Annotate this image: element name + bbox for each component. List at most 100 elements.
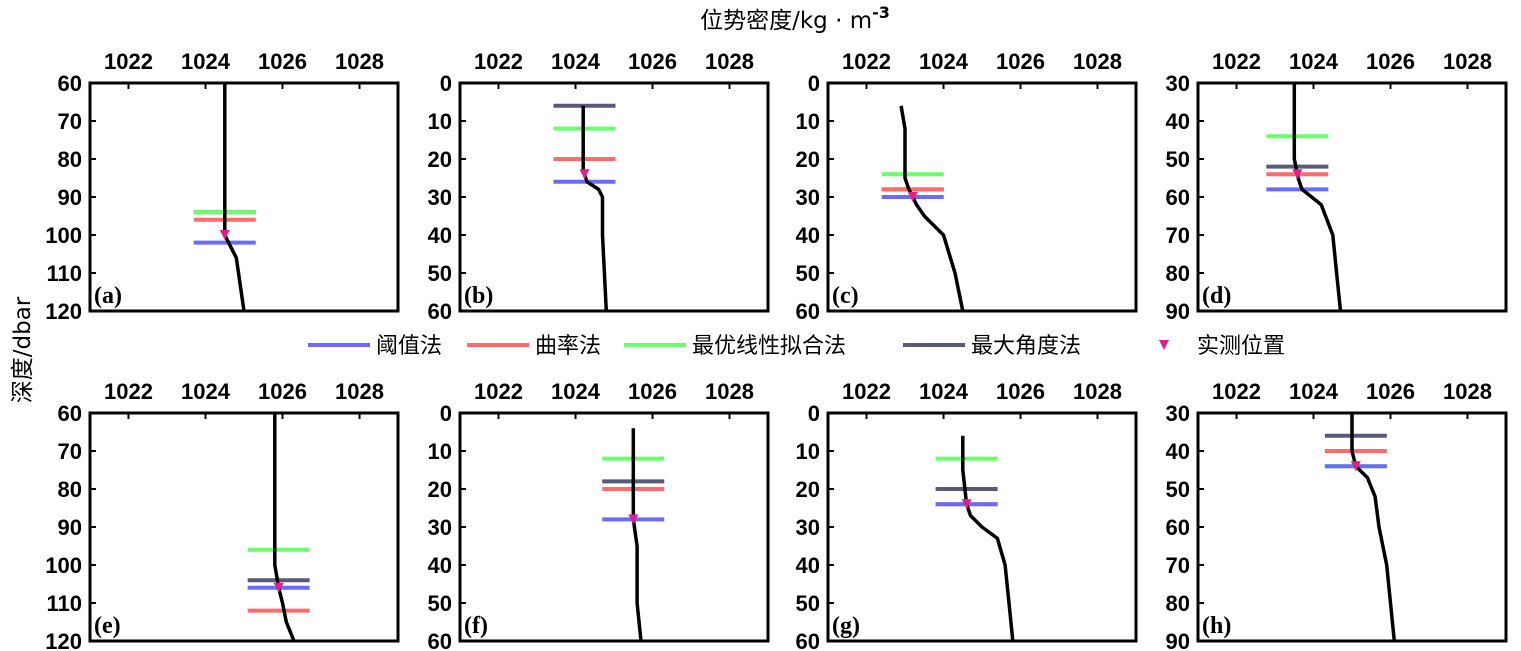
y-tick-label: 30 [428, 515, 452, 540]
legend-item-curvature: 曲率法 [467, 334, 601, 359]
legend-item-optimal: 最优线性拟合法 [624, 334, 846, 359]
y-axis-title: 深度/dbar [10, 296, 36, 403]
y-tick-label: 50 [428, 261, 452, 286]
y-tick-label: 70 [1166, 223, 1190, 248]
y-tick-label: 50 [796, 261, 820, 286]
x-tick-label: 1024 [919, 49, 969, 74]
density-profile-line [1350, 413, 1397, 642]
density-profile-line [273, 413, 296, 642]
panel-d: 1022 1024 1026 1028 30 40 50 60 70 80 90 (d) [1166, 49, 1508, 324]
legend: 阈值法 曲率法 最优线性拟合法 最大角度法 实测位置 [308, 334, 1285, 359]
y-tick-label: 120 [45, 299, 82, 324]
x-axis-title-superscript: -3 [872, 3, 890, 22]
measured-marker [1292, 169, 1303, 180]
panel-a: 1022 1024 1026 1028 60 70 80 90 100 110 120 (a) [45, 49, 400, 324]
axes-box [1196, 411, 1508, 643]
x-tick-label: 1022 [1212, 49, 1261, 74]
y-tick-label: 100 [45, 223, 82, 248]
y-tick-label: 40 [428, 223, 452, 248]
y-tick-label: 10 [796, 439, 820, 464]
y-tick-label: 30 [1166, 401, 1190, 426]
y-tick-label: 50 [1166, 477, 1190, 502]
legend-label: 最优线性拟合法 [692, 334, 846, 359]
x-tick-label: 1026 [258, 49, 307, 74]
y-tick-label: 60 [428, 629, 452, 651]
legend-label: 阈值法 [376, 334, 442, 359]
panel-g: 1022 1024 1026 1028 0 10 20 30 40 50 60 (g) [796, 379, 1138, 651]
y-tick-label: 0 [808, 401, 820, 426]
y-tick-label: 0 [440, 71, 452, 96]
x-tick-label: 1024 [919, 379, 969, 404]
y-tick-label: 0 [440, 401, 452, 426]
legend-label: 曲率法 [535, 334, 601, 359]
density-profile-line [961, 435, 1015, 642]
density-profile-line [223, 83, 246, 312]
y-tick-label: 30 [796, 185, 820, 210]
axes-box [88, 81, 400, 313]
x-tick-label: 1028 [335, 379, 384, 404]
x-axis-title-text: 位势密度/kg · m [700, 8, 872, 34]
x-tick-label: 1024 [551, 49, 601, 74]
x-tick-label: 1022 [474, 379, 523, 404]
x-tick-label: 1024 [181, 49, 231, 74]
panel-h: 1022 1024 1026 1028 30 40 50 60 70 80 90 (h) [1166, 379, 1508, 651]
y-tick-label: 20 [796, 147, 820, 172]
x-tick-label: 1028 [335, 49, 384, 74]
y-tick-label: 60 [58, 71, 82, 96]
x-tick-label: 1026 [1366, 379, 1415, 404]
x-tick-label: 1022 [1212, 379, 1261, 404]
x-tick-label: 1028 [1443, 379, 1492, 404]
y-tick-label: 20 [428, 477, 452, 502]
x-tick-label: 1024 [1289, 379, 1339, 404]
measured-marker [628, 514, 639, 525]
panel-label: (h) [1202, 613, 1231, 639]
y-tick-label: 40 [1166, 439, 1190, 464]
y-tick-label: 80 [58, 147, 82, 172]
y-tick-label: 20 [796, 477, 820, 502]
panel-f: 1022 1024 1026 1028 0 10 20 30 40 50 60 (f) [428, 379, 770, 651]
x-tick-label: 1024 [181, 379, 231, 404]
legend-label: 实测位置 [1197, 334, 1285, 359]
y-tick-label: 70 [58, 109, 82, 134]
y-tick-label: 80 [1166, 261, 1190, 286]
y-tick-label: 70 [1166, 553, 1190, 578]
x-tick-label: 1026 [258, 379, 307, 404]
x-tick-label: 1028 [1073, 379, 1122, 404]
x-tick-label: 1026 [628, 379, 677, 404]
x-tick-label: 1028 [705, 379, 754, 404]
measured-marker [219, 230, 230, 240]
y-tick-label: 40 [796, 553, 820, 578]
x-tick-label: 1028 [1073, 49, 1122, 74]
y-tick-label: 20 [428, 147, 452, 172]
axes-box [458, 411, 770, 643]
y-tick-label: 60 [796, 299, 820, 324]
x-axis-title: 位势密度/kg · m-3 [700, 3, 890, 34]
density-profile-line [899, 105, 965, 312]
legend-item-threshold: 阈值法 [308, 334, 442, 359]
y-tick-label: 90 [1166, 629, 1190, 651]
x-tick-label: 1022 [842, 49, 891, 74]
axes-box [88, 411, 400, 643]
panel-label: (c) [832, 283, 859, 309]
legend-item-measured: 实测位置 [1159, 334, 1285, 359]
panel-label: (b) [464, 283, 493, 309]
y-tick-label: 30 [428, 185, 452, 210]
y-tick-label: 50 [796, 591, 820, 616]
density-profile-line [581, 105, 609, 312]
x-tick-label: 1024 [551, 379, 601, 404]
y-tick-label: 40 [1166, 109, 1190, 134]
x-tick-label: 1022 [474, 49, 523, 74]
y-tick-label: 0 [808, 71, 820, 96]
axes-box [826, 81, 1138, 313]
x-tick-label: 1026 [628, 49, 677, 74]
x-tick-label: 1022 [104, 49, 153, 74]
legend-item-maxangle: 最大角度法 [903, 334, 1081, 359]
axes-box [458, 81, 770, 313]
y-tick-label: 110 [47, 261, 83, 286]
x-tick-label: 1022 [842, 379, 891, 404]
measured-marker [273, 582, 284, 593]
y-tick-label: 90 [58, 185, 82, 210]
panel-label: (a) [94, 283, 122, 309]
y-tick-label: 90 [58, 515, 82, 540]
panel-c: 1022 1024 1026 1028 0 10 20 30 40 50 60 (c) [796, 49, 1138, 324]
